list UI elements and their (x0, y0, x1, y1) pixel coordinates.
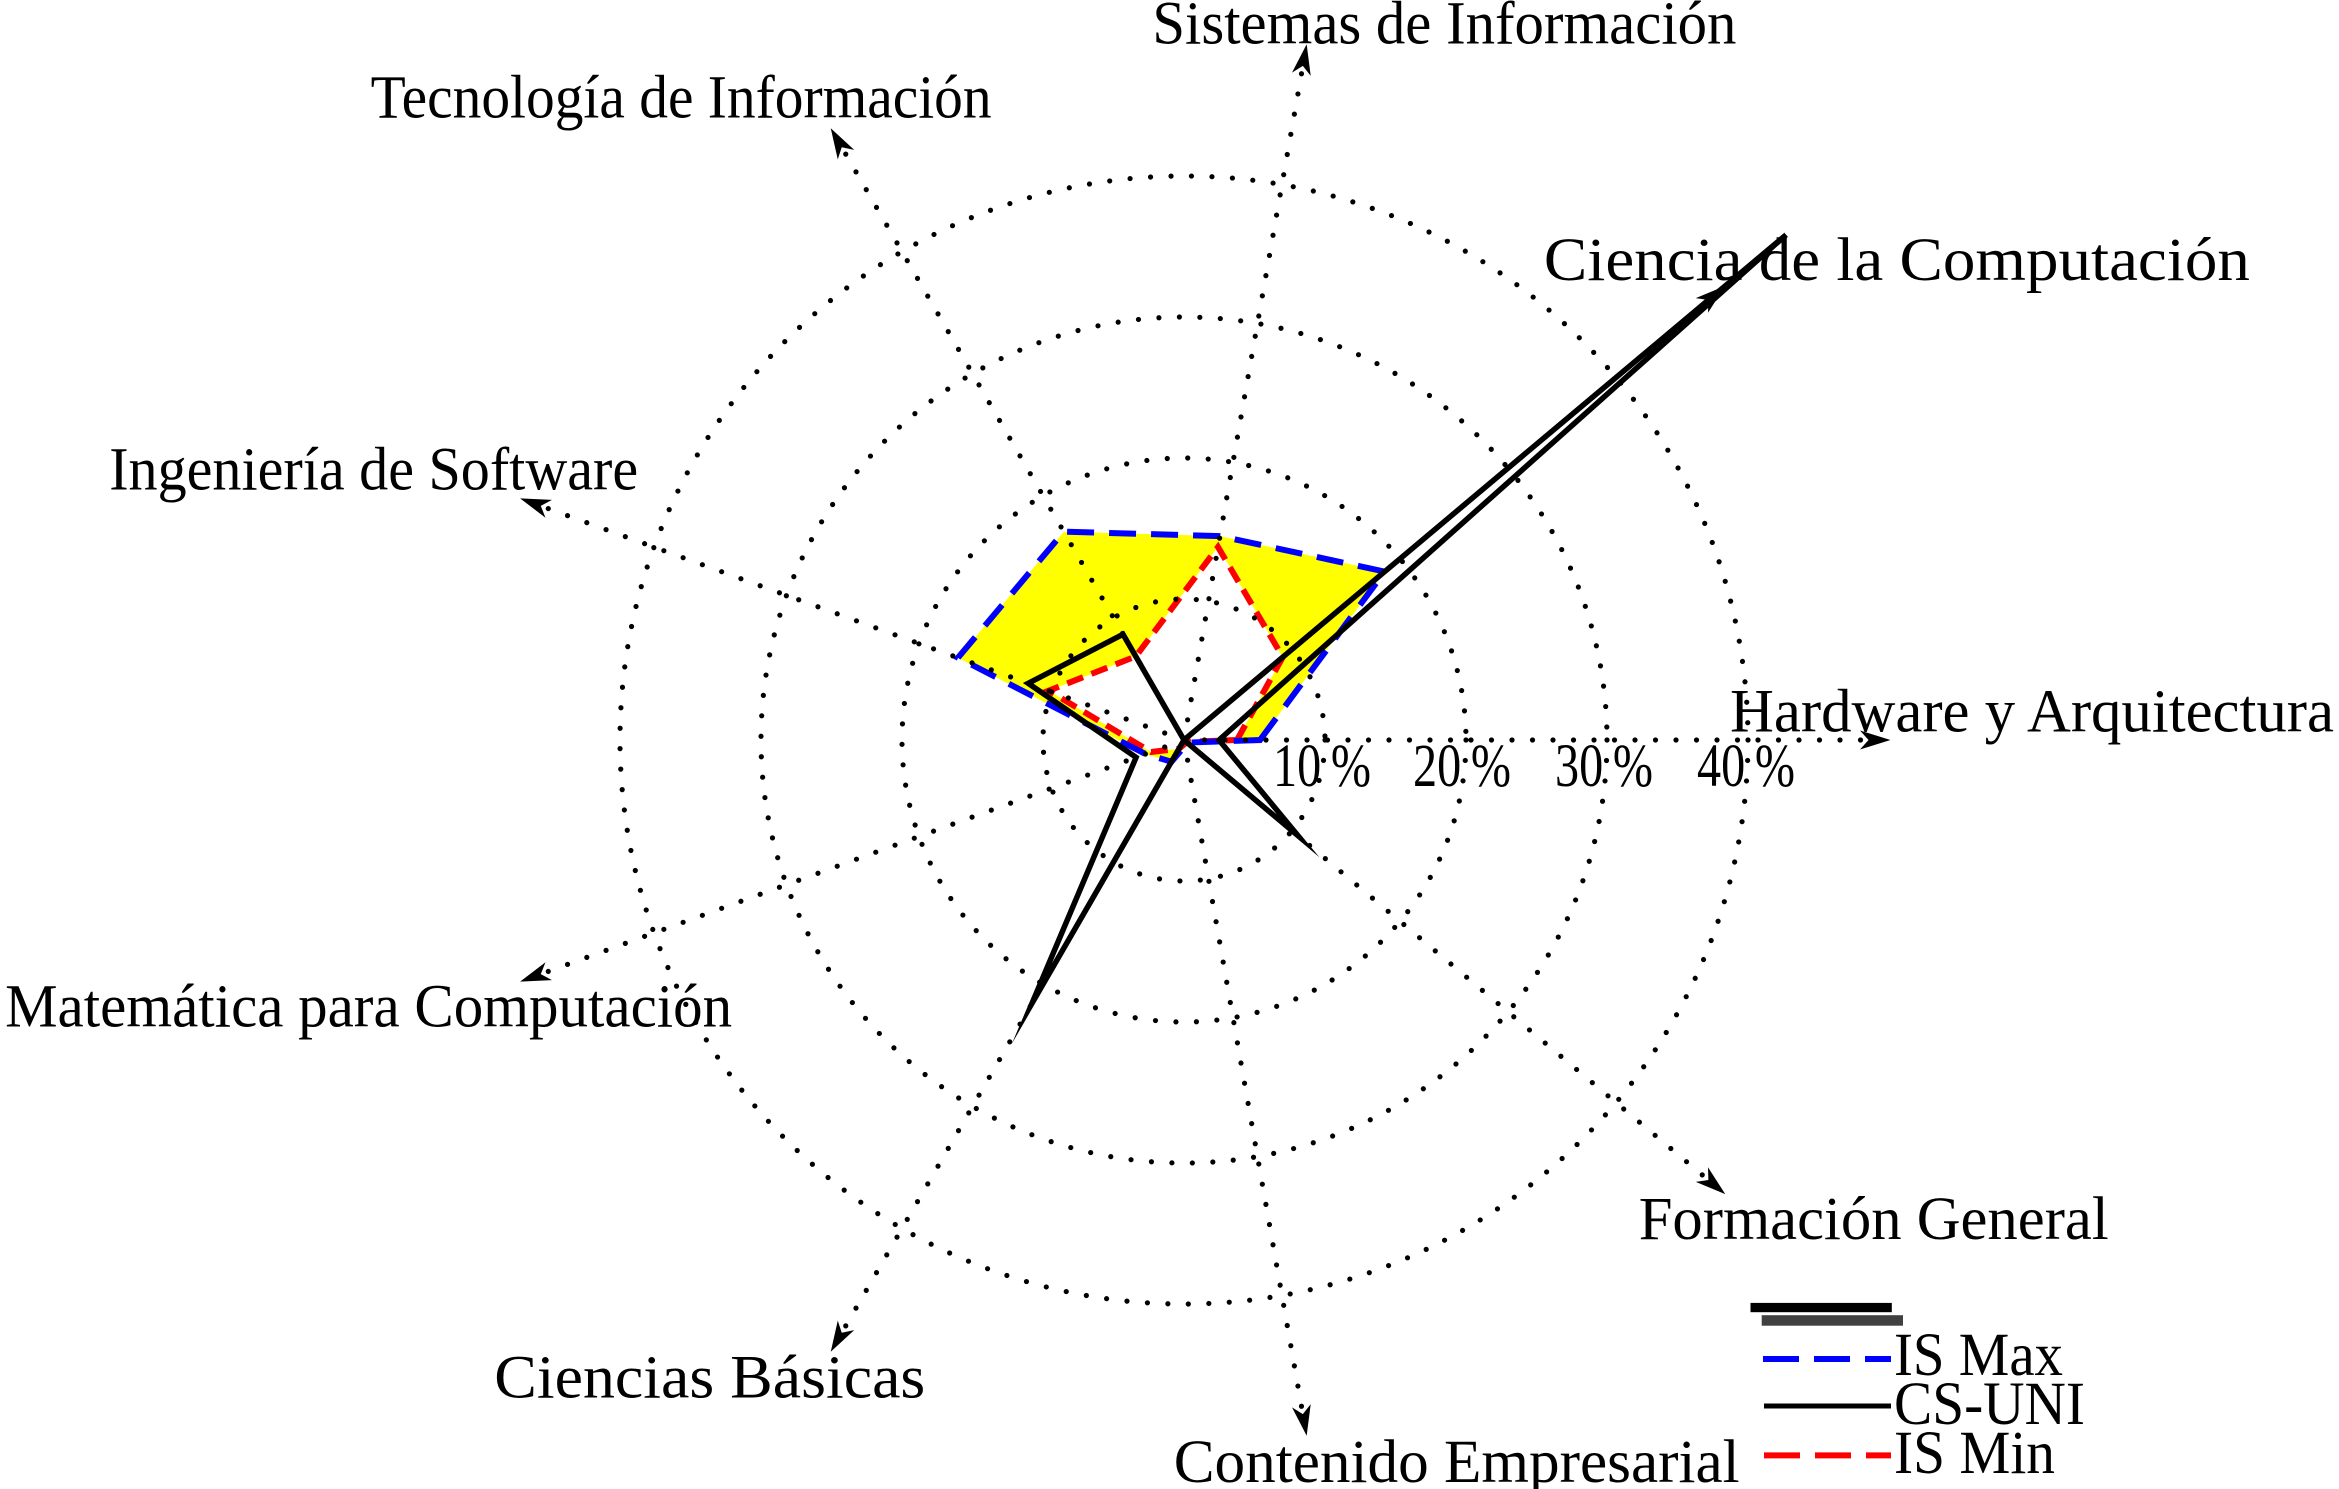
svg-text:Contenido Empresarial: Contenido Empresarial (1174, 1429, 1740, 1489)
svg-text:Ciencia de la Computación: Ciencia de la Computación (1544, 227, 2250, 294)
svg-text:Matemática para Computación: Matemática para Computación (5, 974, 732, 1041)
svg-text:Hardware y Arquitectura: Hardware y Arquitectura (1730, 679, 2334, 746)
svg-text:Ingeniería de Software: Ingeniería de Software (109, 437, 638, 504)
svg-text:30 %: 30 % (1555, 733, 1653, 800)
svg-text:Tecnología de Información: Tecnología de Información (371, 65, 992, 132)
svg-text:20 %: 20 % (1413, 733, 1511, 800)
svg-text:Sistemas de Información: Sistemas de Información (1152, 0, 1736, 57)
svg-text:Formación General: Formación General (1639, 1186, 2109, 1253)
svg-text:IS Max: IS Max (1894, 1322, 2063, 1389)
svg-text:CS-UNI: CS-UNI (1894, 1371, 2085, 1438)
svg-text:40 %: 40 % (1697, 733, 1795, 800)
svg-text:10 %: 10 % (1273, 733, 1371, 800)
svg-text:IS Min: IS Min (1894, 1420, 2055, 1487)
svg-text:Ciencias Básicas: Ciencias Básicas (494, 1345, 925, 1412)
